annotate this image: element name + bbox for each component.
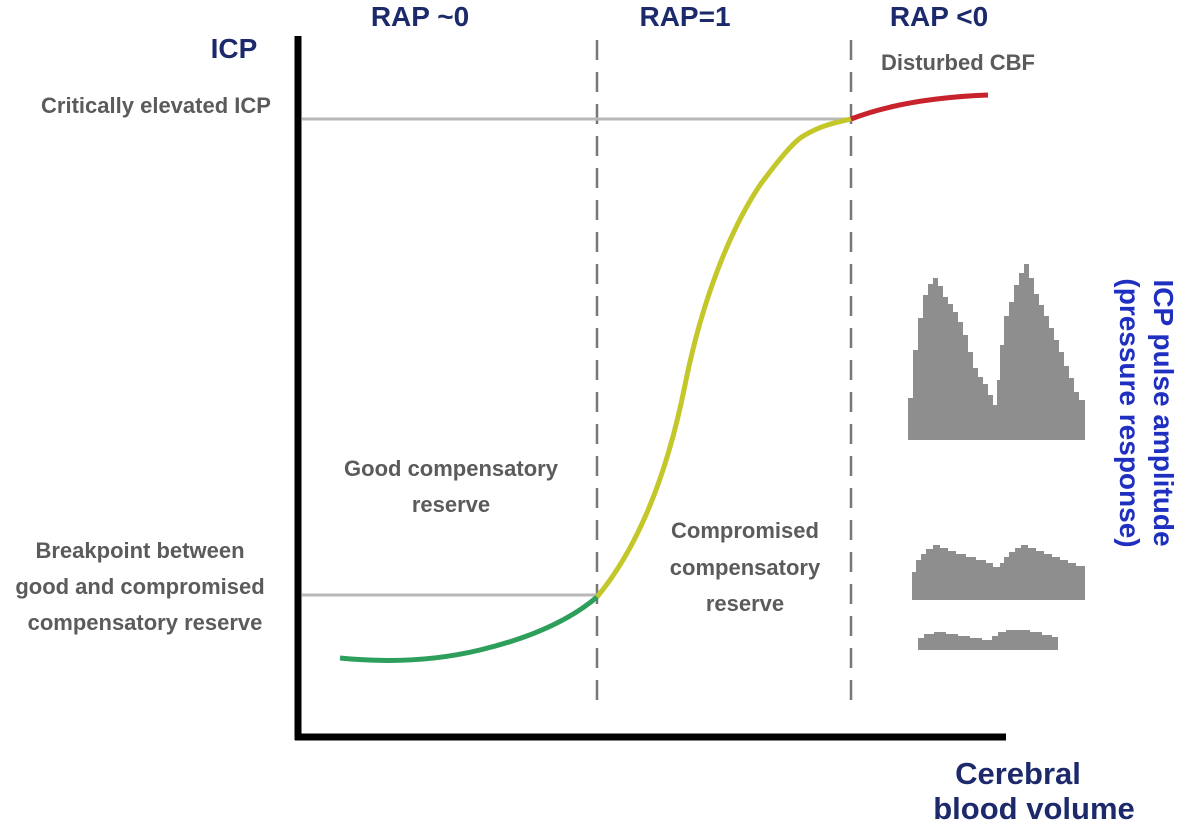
critical-icp-label: Critically elevated ICP (41, 93, 271, 118)
curve-disturbed-segment (850, 92, 989, 122)
breakpoint-label-line1: Breakpoint between (35, 538, 244, 563)
pulse-amplitude-label-line1: ICP pulse amplitude (1148, 279, 1179, 546)
pulse-waveform-small (918, 630, 1058, 650)
pulse-amplitude-label: ICP pulse amplitude (pressure response) (1114, 278, 1179, 547)
pulse-waveform-large (908, 264, 1085, 440)
x-axis-label-line1: Cerebral (955, 756, 1081, 791)
zone-label-rap-negative: RAP <0 (890, 1, 988, 32)
curve-good-segment (339, 595, 599, 663)
good-reserve-label-line2: reserve (412, 492, 490, 517)
compromised-reserve-label-line2: compensatory (670, 555, 821, 580)
breakpoint-label-line2: good and compromised (15, 574, 264, 599)
good-reserve-label-line1: Good compensatory (344, 456, 559, 481)
y-axis-label: ICP (211, 33, 258, 64)
zone-label-rap-0: RAP ~0 (371, 1, 469, 32)
zone-label-rap-1: RAP=1 (639, 1, 730, 32)
curve-compromised-segment (595, 116, 852, 599)
compromised-reserve-label-line3: reserve (706, 591, 784, 616)
disturbed-cbf-label: Disturbed CBF (881, 50, 1035, 75)
pulse-amplitude-label-line2: (pressure response) (1114, 278, 1145, 547)
pulse-waveform-medium (912, 545, 1085, 600)
x-axis-label-line2: blood volume (933, 791, 1135, 821)
compromised-reserve-label-line1: Compromised (671, 518, 819, 543)
breakpoint-label-line3: compensatory reserve (28, 610, 263, 635)
